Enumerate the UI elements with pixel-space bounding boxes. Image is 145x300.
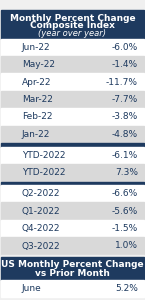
Text: -6.0%: -6.0% bbox=[112, 43, 138, 52]
Bar bbox=[1, 126, 144, 143]
Text: Q4-2022: Q4-2022 bbox=[22, 224, 60, 233]
Text: Composite Index: Composite Index bbox=[30, 21, 115, 30]
Text: US Monthly Percent Change: US Monthly Percent Change bbox=[1, 260, 144, 269]
Text: -1.4%: -1.4% bbox=[112, 60, 138, 69]
Bar bbox=[1, 74, 144, 91]
Bar bbox=[1, 255, 144, 257]
Bar bbox=[1, 39, 144, 56]
Text: -7.7%: -7.7% bbox=[112, 95, 138, 104]
Text: 1.0%: 1.0% bbox=[115, 242, 138, 250]
Bar bbox=[1, 91, 144, 108]
Text: Q3-2022: Q3-2022 bbox=[22, 242, 60, 250]
Text: Feb-22: Feb-22 bbox=[22, 112, 52, 122]
Bar bbox=[1, 108, 144, 126]
Text: June: June bbox=[22, 284, 41, 293]
Text: -6.6%: -6.6% bbox=[112, 189, 138, 198]
Text: vs Prior Month: vs Prior Month bbox=[35, 269, 110, 278]
Text: Mar-22: Mar-22 bbox=[22, 95, 53, 104]
Bar bbox=[1, 164, 144, 182]
Bar bbox=[1, 202, 144, 220]
Text: -3.8%: -3.8% bbox=[112, 112, 138, 122]
Text: May-22: May-22 bbox=[22, 60, 55, 69]
Bar bbox=[1, 56, 144, 74]
Text: -6.1%: -6.1% bbox=[112, 151, 138, 160]
Text: YTD-2022: YTD-2022 bbox=[22, 168, 65, 177]
Bar bbox=[1, 185, 144, 202]
Text: -11.7%: -11.7% bbox=[106, 78, 138, 87]
Text: -4.8%: -4.8% bbox=[112, 130, 138, 139]
Text: -1.5%: -1.5% bbox=[112, 224, 138, 233]
Text: YTD-2022: YTD-2022 bbox=[22, 151, 65, 160]
Text: Monthly Percent Change: Monthly Percent Change bbox=[10, 14, 135, 23]
Text: 7.3%: 7.3% bbox=[115, 168, 138, 177]
Bar bbox=[1, 147, 144, 164]
Bar bbox=[1, 10, 144, 39]
Bar bbox=[1, 280, 144, 297]
Bar bbox=[1, 182, 144, 185]
Bar bbox=[1, 257, 144, 280]
Text: Jan-22: Jan-22 bbox=[22, 130, 50, 139]
Text: -5.6%: -5.6% bbox=[112, 207, 138, 216]
Text: Q1-2022: Q1-2022 bbox=[22, 207, 60, 216]
Text: (year over year): (year over year) bbox=[39, 29, 106, 38]
Text: 5.2%: 5.2% bbox=[115, 284, 138, 293]
Bar bbox=[1, 143, 144, 147]
Text: Jun-22: Jun-22 bbox=[22, 43, 50, 52]
Bar bbox=[1, 237, 144, 255]
Text: Apr-22: Apr-22 bbox=[22, 78, 51, 87]
Text: Q2-2022: Q2-2022 bbox=[22, 189, 60, 198]
Bar bbox=[1, 220, 144, 237]
